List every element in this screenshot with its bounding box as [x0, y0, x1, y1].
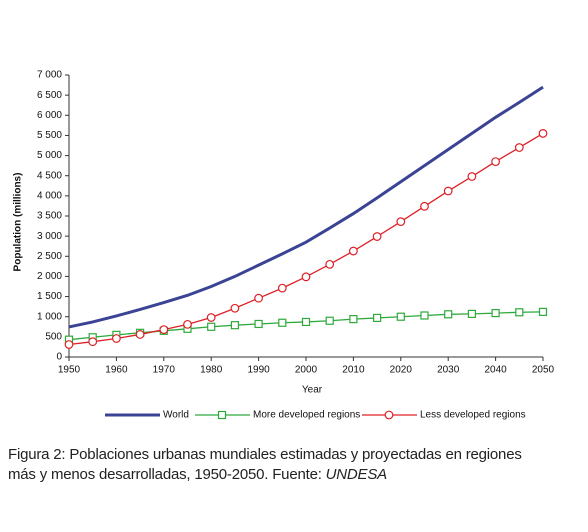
legend-label: World — [163, 410, 189, 421]
x-tick-label: 2000 — [295, 365, 318, 376]
marker — [230, 321, 239, 330]
marker — [491, 308, 500, 318]
marker — [207, 322, 216, 331]
legend-label: More developed regions — [253, 410, 360, 421]
marker — [277, 283, 287, 293]
marker — [135, 330, 145, 339]
marker — [373, 313, 382, 323]
marker — [372, 232, 382, 241]
marker — [301, 317, 311, 327]
y-tick-label: 6 000 — [37, 110, 62, 121]
marker — [64, 340, 74, 349]
marker — [538, 307, 548, 316]
y-tick-label: 5 000 — [37, 150, 62, 161]
caption-source: UNDESA — [325, 466, 388, 483]
y-tick-label: 500 — [45, 331, 62, 342]
y-tick-label: 1 000 — [37, 311, 62, 322]
y-tick-label: 2 000 — [37, 271, 62, 282]
marker — [396, 217, 406, 227]
marker — [301, 272, 311, 282]
marker — [206, 313, 216, 322]
x-tick-label: 1990 — [247, 365, 270, 376]
marker — [349, 246, 358, 256]
marker — [384, 410, 394, 420]
legend-label: Less developed regions — [420, 410, 526, 421]
marker — [217, 410, 227, 420]
marker — [491, 157, 501, 167]
x-tick-label: 2030 — [437, 365, 460, 376]
x-axis-label: Year — [302, 385, 323, 396]
y-tick-label: 2 500 — [37, 251, 62, 262]
y-tick-label: 6 500 — [37, 90, 62, 101]
y-tick-label: 1 500 — [37, 291, 62, 302]
marker — [538, 129, 548, 138]
series-line — [68, 85, 544, 329]
marker — [254, 319, 263, 329]
marker — [443, 186, 453, 196]
x-tick-label: 2050 — [532, 365, 555, 376]
marker — [88, 337, 98, 347]
marker — [183, 319, 192, 329]
y-tick-label: 4 500 — [37, 170, 62, 181]
marker — [514, 143, 524, 152]
marker — [325, 259, 335, 269]
y-tick-label: 3 500 — [37, 211, 62, 222]
x-tick-label: 1980 — [200, 365, 223, 376]
marker — [349, 315, 358, 324]
marker — [420, 201, 429, 211]
y-tick-label: 4 000 — [37, 190, 62, 201]
y-axis-label: Population (millions) — [13, 173, 24, 272]
caption-text: Figura 2: Poblaciones urbanas mundiales … — [8, 446, 522, 483]
y-tick-label: 0 — [56, 352, 62, 363]
x-tick-label: 2040 — [484, 365, 507, 376]
marker — [396, 312, 405, 321]
x-tick-label: 2020 — [390, 365, 413, 376]
marker — [325, 316, 334, 325]
y-tick-label: 3 000 — [37, 231, 62, 242]
marker — [467, 172, 477, 181]
x-tick-label: 2010 — [342, 365, 365, 376]
y-tick-label: 5 500 — [37, 130, 62, 141]
marker — [444, 310, 453, 319]
x-tick-label: 1960 — [105, 365, 128, 376]
x-tick-label: 1970 — [153, 365, 176, 376]
chart: Year Population (millions) 0 500 1 000 1 50… — [13, 70, 555, 421]
marker — [420, 311, 429, 320]
marker — [111, 334, 121, 343]
y-tick-label: 7 000 — [37, 70, 62, 81]
marker — [159, 325, 169, 335]
caption: Figura 2: Poblaciones urbanas mundiales … — [8, 445, 528, 485]
x-tick-label: 1950 — [58, 365, 81, 376]
marker — [230, 303, 240, 313]
marker — [254, 293, 264, 303]
marker — [278, 318, 287, 327]
marker — [467, 309, 476, 318]
marker — [515, 308, 524, 317]
